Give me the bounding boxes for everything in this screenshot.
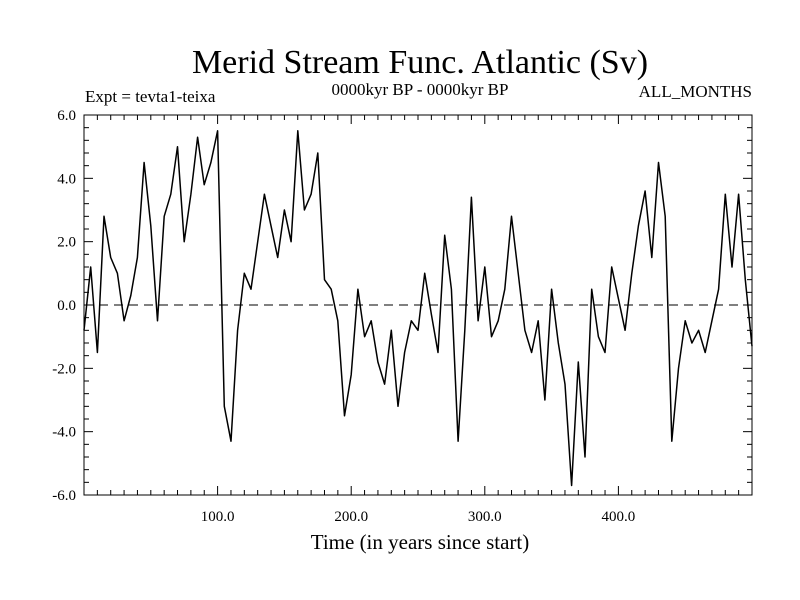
y-tick-label: 2.0 bbox=[57, 235, 76, 251]
x-tick-label: 400.0 bbox=[602, 509, 636, 525]
chart-title: Merid Stream Func. Atlantic (Sv) bbox=[192, 44, 648, 81]
x-axis-label: Time (in years since start) bbox=[311, 530, 530, 554]
y-tick-label: -2.0 bbox=[52, 361, 76, 377]
period-label: 0000kyr BP - 0000kyr BP bbox=[332, 80, 509, 99]
y-tick-label: -6.0 bbox=[52, 488, 76, 504]
y-tick-label: 6.0 bbox=[57, 108, 76, 124]
y-tick-label: -4.0 bbox=[52, 425, 76, 441]
y-tick-label: 4.0 bbox=[57, 171, 76, 187]
series-layer bbox=[83, 130, 753, 487]
x-tick-label: 300.0 bbox=[468, 509, 502, 525]
series-line bbox=[83, 130, 753, 487]
axis-tick-labels: 100.0 200.0 300.0 400.0 -6.0 -4.0 -2.0 0.0 2.0 4.… bbox=[52, 108, 635, 525]
x-tick-label: 100.0 bbox=[201, 509, 235, 525]
axis-ticks bbox=[84, 115, 752, 495]
experiment-label: Expt = tevta1-teixa bbox=[85, 87, 216, 106]
y-tick-label: 0.0 bbox=[57, 298, 76, 314]
x-tick-label: 200.0 bbox=[334, 509, 368, 525]
months-label: ALL_MONTHS bbox=[639, 82, 752, 101]
